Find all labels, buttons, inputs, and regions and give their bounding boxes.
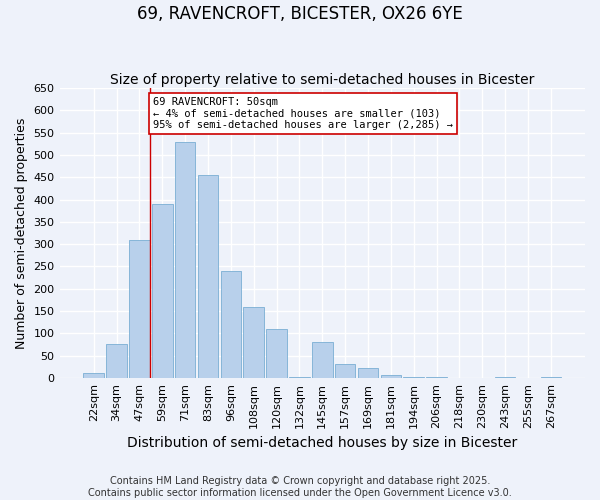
Bar — [541, 377, 561, 378]
Bar — [495, 377, 515, 378]
Bar — [244, 306, 264, 378]
Bar — [403, 377, 424, 378]
Text: 69 RAVENCROFT: 50sqm
← 4% of semi-detached houses are smaller (103)
95% of semi-: 69 RAVENCROFT: 50sqm ← 4% of semi-detach… — [153, 97, 453, 130]
Bar — [266, 329, 287, 378]
Bar — [380, 374, 401, 378]
Bar — [175, 142, 196, 378]
Bar — [335, 364, 355, 378]
Bar — [83, 374, 104, 378]
Bar — [289, 377, 310, 378]
Bar — [129, 240, 150, 378]
Text: 69, RAVENCROFT, BICESTER, OX26 6YE: 69, RAVENCROFT, BICESTER, OX26 6YE — [137, 5, 463, 23]
X-axis label: Distribution of semi-detached houses by size in Bicester: Distribution of semi-detached houses by … — [127, 436, 517, 450]
Bar — [152, 204, 173, 378]
Bar — [198, 175, 218, 378]
Y-axis label: Number of semi-detached properties: Number of semi-detached properties — [15, 118, 28, 348]
Title: Size of property relative to semi-detached houses in Bicester: Size of property relative to semi-detach… — [110, 73, 535, 87]
Bar — [426, 377, 447, 378]
Bar — [106, 344, 127, 378]
Bar — [312, 342, 332, 378]
Text: Contains HM Land Registry data © Crown copyright and database right 2025.
Contai: Contains HM Land Registry data © Crown c… — [88, 476, 512, 498]
Bar — [221, 271, 241, 378]
Bar — [358, 368, 378, 378]
